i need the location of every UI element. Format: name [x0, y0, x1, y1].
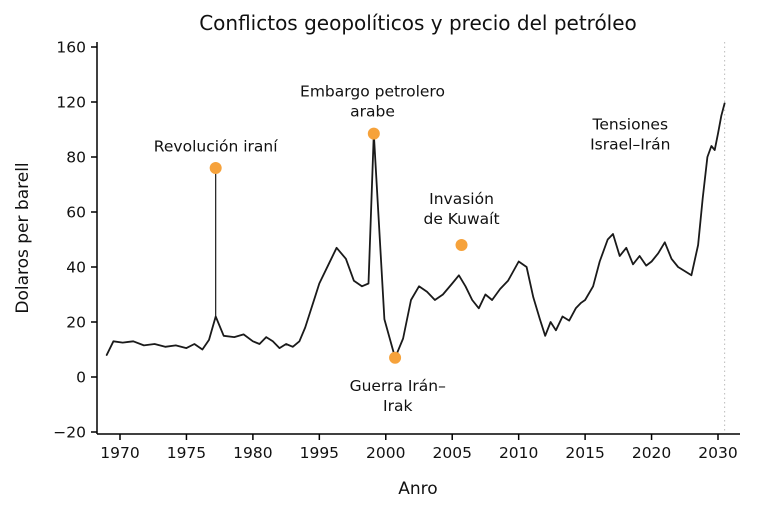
x-tick-label: 1975	[167, 444, 206, 462]
guerra-iran-irak-label: Guerra Irán– Irak	[350, 377, 446, 415]
y-tick-label: 80	[66, 149, 86, 167]
x-tick-label: 2015	[565, 444, 604, 462]
y-tick-label: 0	[76, 369, 86, 387]
x-tick-label: 1980	[233, 444, 272, 462]
x-tick-label: 2010	[499, 444, 538, 462]
x-tick-label: 2005	[432, 444, 471, 462]
x-tick-label: 1995	[300, 444, 339, 462]
tensiones-israel-iran-label: Tensiones Israel–Irán	[590, 116, 670, 154]
x-axis-label: Anro	[398, 479, 437, 499]
embargo-petrolero-arabe-dot	[367, 127, 380, 140]
revolucion-irani-dot	[209, 162, 222, 174]
guerra-iran-irak-dot	[389, 351, 402, 364]
revolucion-irani-label: Revolución iraní	[154, 138, 278, 156]
chart-title: Conflictos geopolíticos y precio del pet…	[199, 11, 637, 35]
x-tick-label: 2030	[698, 444, 737, 462]
x-tick-label: 1970	[100, 444, 139, 462]
y-tick-label: 160	[56, 39, 86, 57]
price-line	[105, 102, 726, 359]
invasion-de-kuwait-dot	[455, 239, 468, 251]
y-tick-label: 20	[66, 314, 86, 332]
invasion-de-kuwait-label: Invasión de Kuwaít	[423, 190, 499, 228]
y-axis-label: Dolaros per barell	[13, 162, 33, 313]
y-tick-label: 120	[56, 94, 86, 112]
y-tick-label: 40	[66, 259, 86, 277]
x-tick-label: 2000	[366, 444, 405, 462]
x-tick-label: 2020	[632, 444, 671, 462]
y-tick-label: 60	[66, 204, 86, 222]
y-tick-label: −20	[53, 424, 86, 442]
embargo-petrolero-arabe-label: Embargo petrolero arabe	[300, 83, 445, 121]
plot-area: 1970 1975 1980 1995 2000 2005 2010 2015 2020 2030…	[53, 39, 740, 462]
